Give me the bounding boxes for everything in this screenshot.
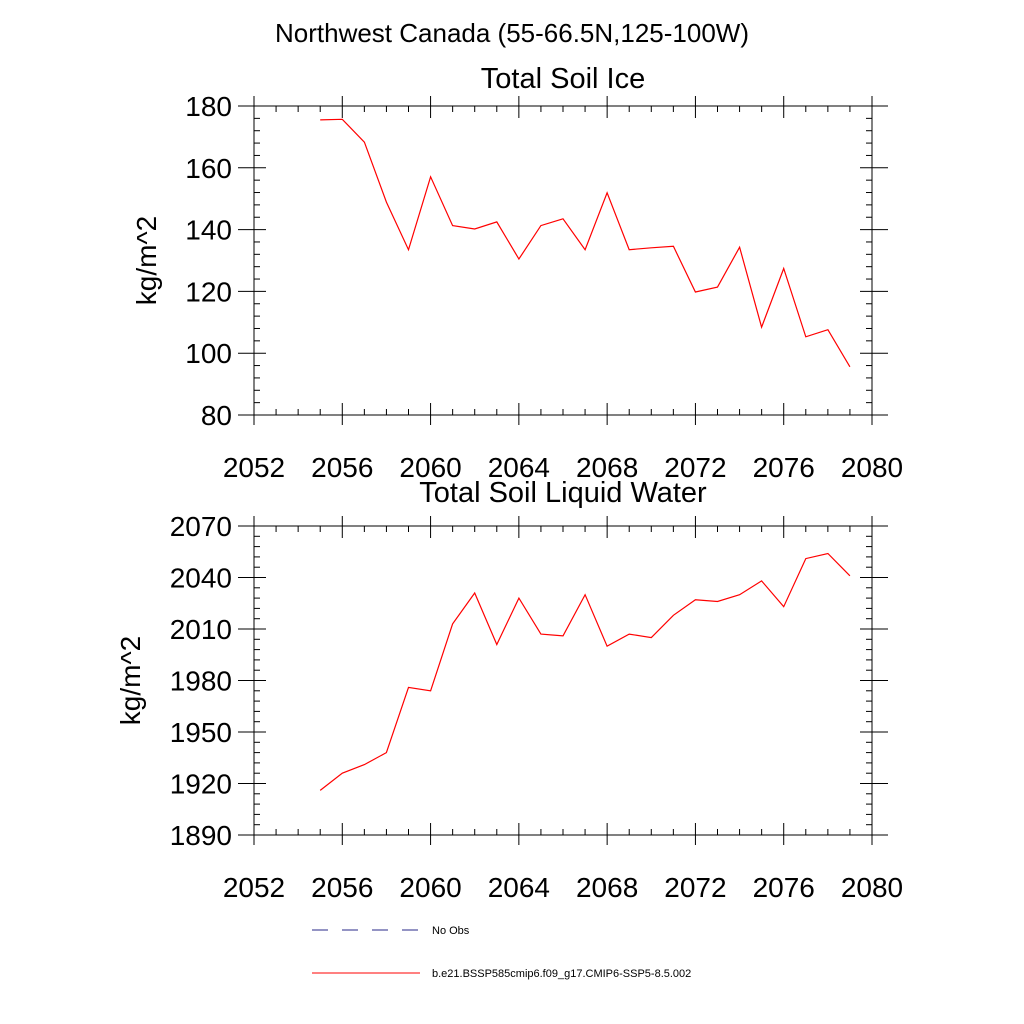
y-tick-label: 1920 [170, 769, 232, 800]
x-tick-label: 2076 [753, 452, 815, 483]
figure-title: Northwest Canada (55-66.5N,125-100W) [275, 18, 749, 48]
plot-frame [253, 525, 873, 836]
x-tick-label: 2060 [399, 872, 461, 903]
x-tick-label: 2056 [311, 872, 373, 903]
y-tick-label: 1890 [170, 820, 232, 851]
y-tick-label: 180 [185, 91, 232, 122]
y-tick-label: 100 [185, 338, 232, 369]
x-tick-label: 2064 [488, 452, 550, 483]
y-tick-label: 120 [185, 276, 232, 307]
y-tick-label: 160 [185, 153, 232, 184]
y-tick-label: 2010 [170, 614, 232, 645]
legend: No Obs b.e21.BSSP585cmip6.f09_g17.CMIP6-S… [312, 925, 691, 980]
panel-title: Total Soil Ice [481, 63, 645, 95]
x-tick-label: 2068 [576, 872, 638, 903]
series-line [319, 552, 851, 791]
series-line [320, 118, 851, 368]
y-tick-label: 1980 [170, 666, 232, 697]
y-axis-label: kg/m^2 [115, 636, 146, 725]
y-tick-label: 1950 [170, 717, 232, 748]
x-tick-label: 2064 [488, 872, 550, 903]
y-axis-label: kg/m^2 [131, 216, 162, 305]
x-tick-label: 2052 [223, 872, 285, 903]
x-tick-label: 2060 [399, 452, 461, 483]
y-tick-label: 2040 [170, 563, 232, 594]
panel-title: Total Soil Liquid Water [419, 477, 707, 509]
y-tick-label: 140 [185, 215, 232, 246]
x-tick-label: 2052 [223, 452, 285, 483]
legend-label: No Obs [432, 925, 470, 937]
x-tick-label: 2080 [841, 872, 903, 903]
x-tick-label: 2072 [664, 872, 726, 903]
y-tick-label: 80 [201, 400, 232, 431]
x-tick-label: 2080 [841, 452, 903, 483]
x-tick-label: 2068 [576, 452, 638, 483]
x-tick-label: 2072 [664, 452, 726, 483]
y-tick-label: 2070 [170, 511, 232, 542]
soil-ice-panel: Total Soil Ice 2052 2056 2060 2064 2068 2072 20… [131, 63, 903, 483]
x-tick-label: 2056 [311, 452, 373, 483]
legend-label: b.e21.BSSP585cmip6.f09_g17.CMIP6-SSP5-8.… [432, 968, 691, 980]
x-tick-label: 2076 [753, 872, 815, 903]
plot-frame [253, 105, 873, 416]
soil-liquid-water-panel: Total Soil Liquid Water 2052 2056 2060 2064 2… [115, 477, 903, 903]
